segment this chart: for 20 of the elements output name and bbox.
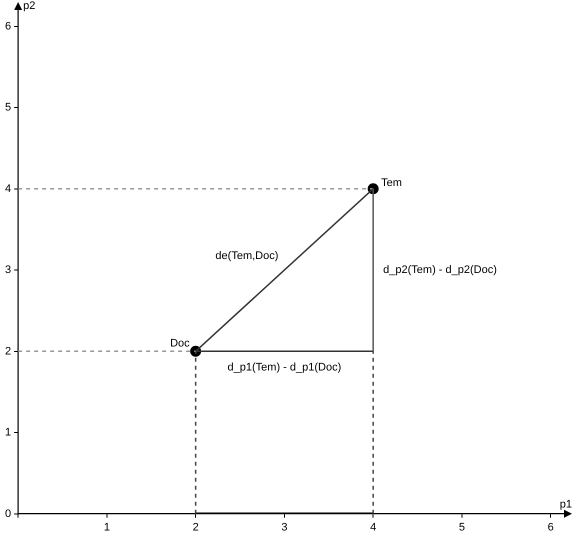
annotation: Tem (381, 176, 402, 189)
x-axis-title: p1 (560, 498, 572, 510)
x-tick-label: 3 (281, 521, 288, 534)
y-tick-label: 6 (4, 20, 12, 32)
y-tick-label: 5 (4, 102, 12, 114)
y-tick-label: 4 (4, 182, 12, 195)
y-tick-label: 2 (4, 345, 12, 358)
y-tick-label: 0 (4, 508, 12, 520)
x-tick-label: 1 (104, 521, 110, 534)
x-tick-label: 5 (458, 521, 465, 534)
x-tick-label: 4 (370, 521, 376, 534)
x-tick-label: 6 (548, 521, 554, 534)
y-tick-label: 1 (4, 426, 12, 439)
annotation: d_p2(Tem) - d_p2(Doc) (383, 264, 497, 276)
y-tick-label: 3 (4, 264, 12, 276)
x-tick-label: 2 (192, 521, 199, 534)
y-axis-title: p2 (23, 0, 36, 12)
annotation: de(Tem,Doc) (215, 250, 278, 262)
annotation: d_p1(Tem) - d_p1(Doc) (228, 361, 342, 374)
annotation: Doc (170, 337, 190, 350)
